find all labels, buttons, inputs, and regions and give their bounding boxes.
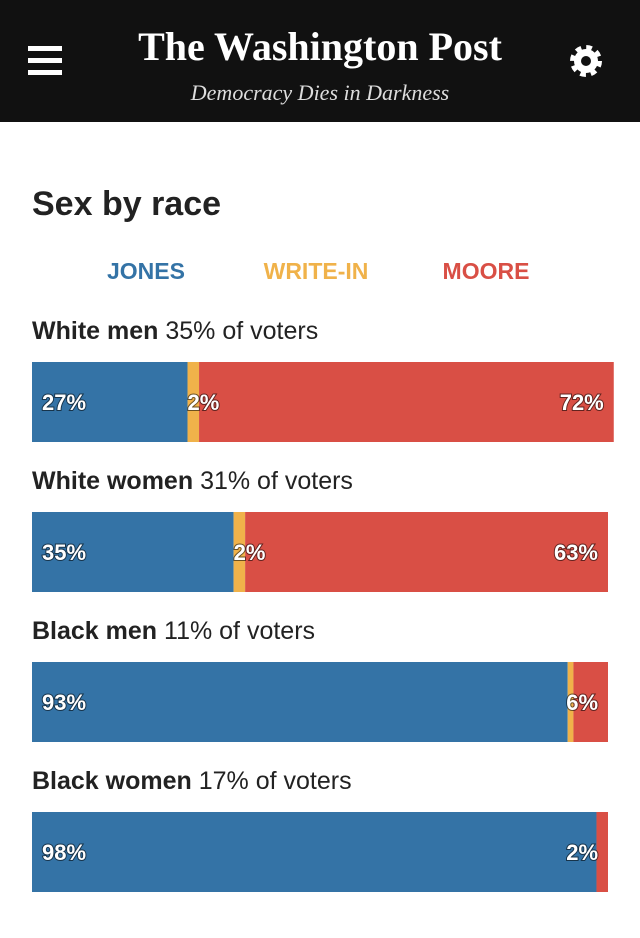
bar-segment [32, 812, 597, 892]
gear-hole [581, 56, 591, 66]
value-label: 2% [566, 840, 598, 865]
bar-segment [199, 362, 614, 442]
legend-label: WRITE-IN [264, 258, 369, 284]
menu-line [28, 70, 62, 75]
value-label: 35% [42, 540, 86, 565]
value-label: 2% [234, 540, 266, 565]
category-label: Black women 17% of voters [32, 767, 352, 795]
legend-label: JONES [107, 258, 185, 284]
category-name: Black women [32, 767, 192, 795]
bar-segment [32, 362, 188, 442]
value-label: 93% [42, 690, 86, 715]
category-name: White women [32, 467, 193, 495]
site-title: The Washington Post [138, 24, 502, 69]
value-label: 27% [42, 390, 86, 415]
category-label: White men 35% of voters [32, 317, 318, 345]
value-label: 98% [42, 840, 86, 865]
category-note: 17% of voters [199, 767, 352, 795]
category-note: 11% of voters [164, 617, 315, 645]
category-note: 31% of voters [200, 467, 353, 495]
bar-segment [567, 662, 574, 742]
bar-segment [233, 512, 246, 592]
value-label: 2% [188, 390, 220, 415]
settings-icon[interactable] [570, 45, 602, 77]
bar-segment [245, 512, 608, 592]
bar-segment [596, 812, 608, 892]
category-name: White men [32, 317, 158, 345]
category-note: 35% of voters [165, 317, 318, 345]
bar-segment [32, 662, 568, 742]
menu-line [28, 58, 62, 63]
menu-icon[interactable] [28, 46, 62, 75]
value-label: 6% [566, 690, 598, 715]
bar-segment [573, 662, 608, 742]
value-label: 63% [554, 540, 598, 565]
chart-title: Sex by race [32, 185, 221, 223]
bar-segment [187, 362, 200, 442]
menu-line [28, 46, 62, 51]
category-label: White women 31% of voters [32, 467, 353, 495]
legend-label: MOORE [443, 258, 530, 284]
site-tagline: Democracy Dies in Darkness [190, 80, 449, 105]
value-label: 72% [560, 390, 604, 415]
category-name: Black men [32, 617, 157, 645]
category-label: Black men 11% of voters [32, 617, 315, 645]
bar-segment [32, 512, 234, 592]
header-bar [0, 0, 640, 122]
